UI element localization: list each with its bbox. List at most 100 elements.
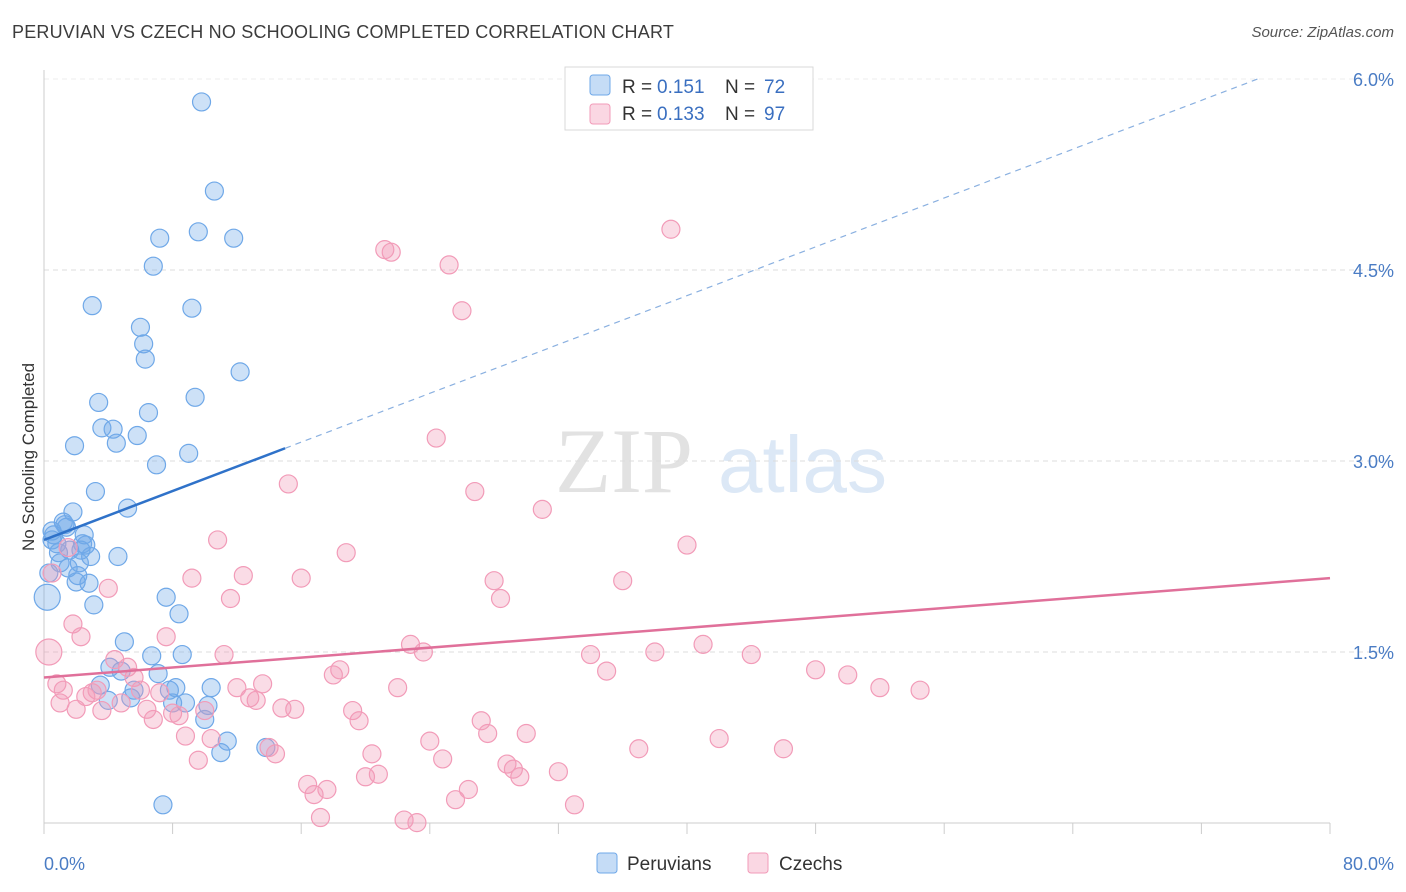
czech-point [503, 759, 523, 779]
czech-point [420, 731, 440, 751]
y-tick-label: 6.0% [1353, 70, 1394, 90]
peruvian-point [201, 678, 221, 698]
czech-point [285, 699, 305, 719]
czech-point [58, 537, 78, 558]
czech-point [35, 638, 63, 666]
czech-point [150, 683, 170, 703]
czech-point [445, 790, 466, 810]
czech-point [368, 764, 388, 784]
legend-swatch-czechs [589, 103, 611, 125]
czech-point [458, 779, 478, 800]
y-tick-label: 1.5% [1353, 643, 1394, 663]
peruvian-point [108, 546, 128, 567]
czech-point [330, 660, 350, 680]
czech-point [661, 219, 681, 239]
legend-r-label: R = [622, 104, 652, 125]
peruvian-point [191, 92, 212, 112]
x-tick-label: 0.0% [44, 854, 85, 874]
czech-point [510, 767, 530, 787]
peruvian-point [48, 543, 69, 563]
czech-point [597, 661, 617, 681]
legend-swatch-czechs [747, 852, 769, 874]
czech-point [805, 660, 826, 680]
czech-point [484, 571, 504, 591]
czech-point [413, 642, 433, 662]
czech-point [310, 807, 331, 828]
czech-point [516, 723, 536, 744]
czech-point [317, 779, 337, 800]
correlation-legend: R = 0.151 N = 72 R = 0.133 N = 97 [564, 66, 814, 131]
peruvian-point [63, 502, 83, 522]
legend-r-value: 0.133 [657, 104, 705, 125]
peruvian-point [230, 362, 250, 382]
czech-point [214, 644, 234, 665]
peruvian-point [33, 583, 61, 611]
czech-point [564, 795, 585, 815]
czech-point [433, 749, 453, 769]
legend-n-label: N = [725, 104, 755, 125]
czech-point [175, 726, 196, 746]
peruvian-point [134, 334, 154, 354]
peruvian-point [185, 387, 205, 407]
peruvian-point [188, 222, 208, 242]
legend-swatch-peruvians [596, 852, 618, 874]
czech-point [233, 565, 253, 586]
peruvian-point [169, 604, 189, 624]
peruvian-point [179, 443, 199, 463]
peruvian-point [106, 433, 126, 453]
czech-point [246, 690, 266, 710]
peruvian-point [130, 317, 151, 337]
peruvian-point [146, 455, 167, 475]
czech-point [532, 499, 552, 519]
y-tick-labels: 1.5% 3.0% 4.5% 6.0% [1353, 70, 1394, 663]
y-tick-label: 4.5% [1353, 261, 1394, 281]
czech-point [195, 700, 215, 721]
czech-point [490, 588, 511, 609]
x-tick-labels: 0.0% 80.0% [44, 854, 1394, 874]
peruvian-point [211, 742, 231, 763]
czech-point [253, 674, 273, 694]
y-tick-label: 3.0% [1353, 452, 1394, 472]
trend-lines [43, 78, 1331, 679]
legend-label-czechs: Czechs [779, 854, 842, 875]
czech-point [497, 754, 517, 774]
peruvian-point [153, 795, 173, 815]
czech-point [71, 627, 91, 647]
peruvian-point [172, 644, 192, 665]
czech-point [137, 699, 157, 719]
czech-point [323, 665, 343, 685]
czech-point [407, 813, 427, 833]
czech-trend-line [43, 576, 1331, 679]
czech-point [709, 728, 729, 749]
peruvian-point [138, 403, 159, 423]
czech-point [693, 634, 713, 654]
peruvian-point [85, 481, 106, 502]
source-label: Source: ZipAtlas.com [1251, 24, 1394, 41]
czech-point [143, 709, 163, 730]
czech-point [291, 568, 311, 588]
y-axis-label: No Schooling Completed [19, 363, 38, 551]
series-legend: Peruvians Czechs [596, 852, 842, 875]
peruvian-point [224, 228, 244, 248]
czech-point [98, 578, 118, 598]
peruvian-point [81, 546, 101, 567]
czech-point [439, 255, 459, 275]
czech-point [66, 699, 86, 719]
czech-point [130, 680, 151, 700]
czech-point [381, 242, 401, 262]
legend-n-label: N = [725, 77, 755, 98]
czech-point [53, 680, 73, 700]
peruvian-point [90, 675, 110, 695]
czech-point [478, 723, 498, 744]
czech-point [388, 678, 408, 698]
czech-point [426, 428, 446, 448]
czech-point [677, 535, 697, 555]
peruvian-point [114, 632, 134, 652]
peruvian-point [135, 349, 155, 369]
czech-point [838, 665, 858, 685]
czech-point [278, 474, 298, 494]
czech-point [227, 678, 247, 698]
peruvian-trend-extension [284, 78, 1258, 449]
czech-point [336, 543, 356, 563]
czech-point [220, 588, 241, 609]
